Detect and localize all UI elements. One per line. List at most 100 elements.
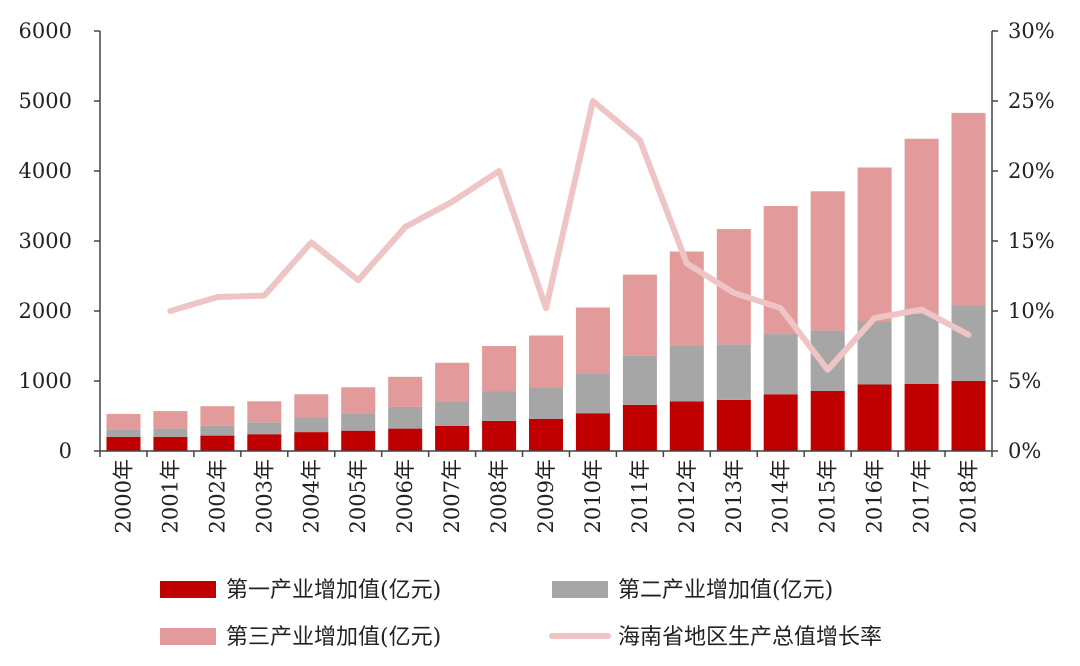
bar-2-13 bbox=[716, 344, 751, 400]
bar-3-15 bbox=[810, 191, 845, 331]
bar-3-6 bbox=[388, 376, 423, 407]
growth-rate-line bbox=[167, 98, 972, 373]
axes-layer bbox=[94, 30, 998, 457]
bar-2-10 bbox=[575, 374, 610, 414]
growth-line-layer bbox=[167, 98, 972, 373]
x-label-7: 2007年 bbox=[440, 459, 464, 533]
bar-1-4 bbox=[294, 432, 329, 451]
legend-label-3: 第三产业增加值(亿元) bbox=[226, 625, 441, 650]
left-tick-label-1: 1000 bbox=[19, 369, 72, 393]
bar-1-14 bbox=[763, 394, 798, 451]
bar-2-7 bbox=[435, 401, 470, 426]
x-label-18: 2018年 bbox=[957, 459, 981, 533]
bar-2-8 bbox=[482, 391, 517, 421]
bar-2-9 bbox=[529, 388, 563, 419]
x-label-8: 2008年 bbox=[487, 459, 511, 533]
bar-2-12 bbox=[669, 345, 704, 402]
x-label-14: 2014年 bbox=[769, 459, 793, 533]
left-tick-label-2: 2000 bbox=[19, 299, 72, 323]
bar-1-15 bbox=[810, 390, 845, 451]
bar-1-13 bbox=[716, 399, 751, 451]
legend-label-2: 第二产业增加值(亿元) bbox=[618, 578, 833, 603]
bar-1-16 bbox=[857, 384, 892, 451]
x-label-1: 2001年 bbox=[158, 459, 182, 533]
bar-3-14 bbox=[763, 206, 798, 335]
left-tick-label-5: 5000 bbox=[19, 89, 72, 113]
x-label-11: 2011年 bbox=[628, 459, 652, 533]
legend-swatch-2 bbox=[552, 581, 608, 598]
legend-label-1: 第一产业增加值(亿元) bbox=[226, 578, 441, 603]
x-label-0: 2000年 bbox=[112, 459, 136, 533]
bar-1-11 bbox=[622, 404, 657, 451]
x-label-4: 2004年 bbox=[299, 459, 323, 533]
bar-3-8 bbox=[482, 346, 517, 392]
x-label-13: 2013年 bbox=[722, 459, 746, 533]
x-label-16: 2016年 bbox=[863, 459, 887, 533]
tick-labels-layer: 0 1000 2000 3000 4000 5000 6000 0% 5% 10% 15% 20% 25… bbox=[19, 19, 1055, 533]
bar-1-9 bbox=[529, 418, 563, 451]
bar-3-2 bbox=[200, 406, 235, 426]
right-tick-label-3: 15% bbox=[1008, 229, 1055, 253]
legend: 第一产业增加值(亿元) 第二产业增加值(亿元) 第三产业增加值(亿元) 海南省地区生产… bbox=[160, 578, 882, 650]
bar-1-1 bbox=[153, 437, 188, 451]
legend-swatch-3 bbox=[160, 628, 216, 645]
bar-2-17 bbox=[904, 313, 939, 384]
bar-3-3 bbox=[247, 401, 282, 423]
x-label-2: 2002年 bbox=[205, 459, 229, 533]
bar-2-0 bbox=[106, 429, 141, 437]
x-label-5: 2005年 bbox=[346, 459, 370, 533]
bar-2-11 bbox=[622, 355, 657, 405]
x-label-6: 2006年 bbox=[393, 459, 417, 533]
bar-3-9 bbox=[529, 335, 563, 388]
bar-3-16 bbox=[857, 167, 892, 322]
bar-1-12 bbox=[669, 401, 704, 451]
bar-2-4 bbox=[294, 417, 329, 433]
bar-2-14 bbox=[763, 334, 798, 395]
bar-3-7 bbox=[435, 362, 470, 402]
bar-1-18 bbox=[951, 381, 986, 451]
bar-3-5 bbox=[341, 387, 376, 414]
right-tick-label-4: 20% bbox=[1008, 159, 1055, 183]
right-tick-label-6: 30% bbox=[1008, 19, 1055, 43]
bar-2-3 bbox=[247, 422, 282, 435]
right-tick-label-1: 5% bbox=[1008, 369, 1041, 393]
legend-swatch-1 bbox=[160, 581, 216, 598]
bar-2-6 bbox=[388, 406, 423, 429]
bar-3-1 bbox=[153, 411, 188, 429]
bar-1-5 bbox=[341, 430, 376, 451]
left-tick-label-0: 0 bbox=[59, 439, 72, 463]
bars-layer bbox=[106, 112, 986, 451]
legend-label-4: 海南省地区生产总值增长率 bbox=[618, 625, 882, 650]
left-tick-label-3: 3000 bbox=[19, 229, 72, 253]
bar-3-18 bbox=[951, 112, 986, 306]
bar-3-10 bbox=[575, 307, 610, 374]
bar-1-8 bbox=[482, 420, 517, 451]
bar-2-5 bbox=[341, 413, 376, 431]
right-tick-label-2: 10% bbox=[1008, 299, 1055, 323]
bar-3-17 bbox=[904, 138, 939, 314]
bar-1-7 bbox=[435, 425, 470, 451]
x-label-15: 2015年 bbox=[816, 459, 840, 533]
bar-1-17 bbox=[904, 383, 939, 451]
bar-3-11 bbox=[622, 274, 657, 356]
bar-3-4 bbox=[294, 394, 329, 418]
bar-2-2 bbox=[200, 425, 235, 436]
right-tick-label-0: 0% bbox=[1008, 439, 1041, 463]
bar-1-2 bbox=[200, 435, 235, 451]
x-label-10: 2010年 bbox=[581, 459, 605, 533]
bar-1-3 bbox=[247, 434, 282, 451]
x-label-12: 2012年 bbox=[675, 459, 699, 533]
bar-1-10 bbox=[575, 413, 610, 451]
bar-2-18 bbox=[951, 305, 986, 381]
bar-1-0 bbox=[106, 437, 141, 451]
bar-2-1 bbox=[153, 428, 188, 437]
x-label-17: 2017年 bbox=[910, 459, 934, 533]
left-tick-label-6: 6000 bbox=[19, 19, 72, 43]
bar-3-0 bbox=[106, 413, 141, 430]
x-label-3: 2003年 bbox=[252, 459, 276, 533]
left-tick-label-4: 4000 bbox=[19, 159, 72, 183]
right-tick-label-5: 25% bbox=[1008, 89, 1055, 113]
bar-1-6 bbox=[388, 428, 423, 451]
